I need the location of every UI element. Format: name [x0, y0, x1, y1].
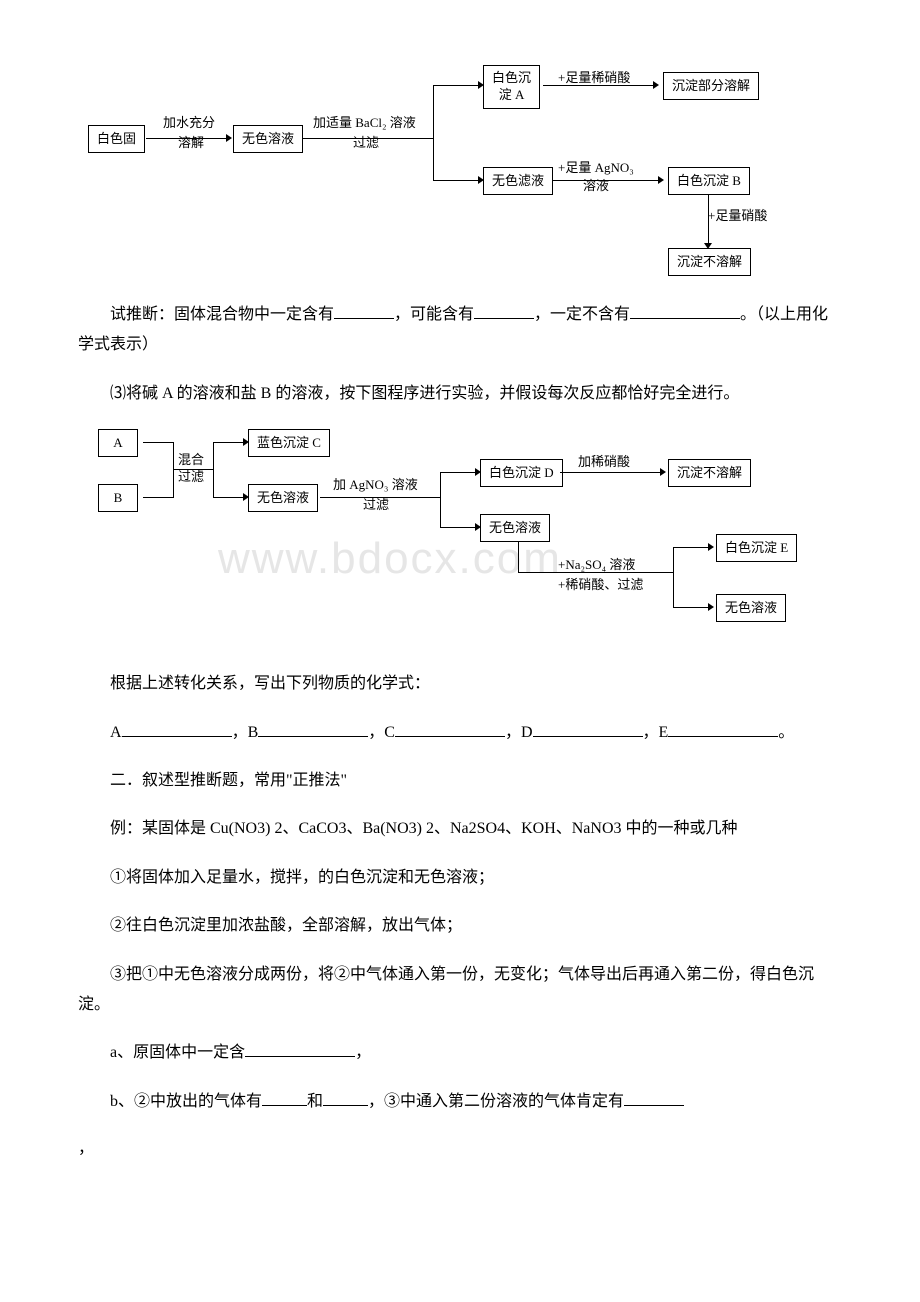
box-blue-c: 蓝色沉淀 C	[248, 429, 330, 457]
box-white-d: 白色沉淀 D	[480, 459, 563, 487]
d2-l8	[518, 542, 519, 572]
q3-b: ，B	[232, 724, 259, 741]
blank-maybe	[474, 301, 534, 319]
q2-p1a: 试推断：固体混合物中一定含有	[110, 306, 334, 323]
q2-p1b: ，可能含有	[394, 306, 474, 323]
label-step2a: 加适量 BaCl₂ 溶液	[313, 115, 416, 132]
box-b: B	[98, 484, 138, 512]
arrow-top	[433, 85, 478, 86]
q3-prompt: 根据上述转化关系，写出下列物质的化学式：	[78, 669, 842, 699]
q3-a: A	[110, 724, 122, 741]
d2-l7	[440, 472, 441, 527]
box-solution: 无色溶液	[233, 125, 303, 153]
d2-l6	[320, 497, 440, 498]
d2-l3	[173, 442, 174, 498]
q2-inference: 试推断：固体混合物中一定含有，可能含有，一定不含有。（以上用化学式表示）	[78, 300, 842, 361]
d2-a7	[673, 607, 708, 608]
box-filtrate: 无色滤液	[483, 167, 553, 195]
section2-step1: ①将固体加入足量水，搅拌，的白色沉淀和无色溶液；	[78, 863, 842, 893]
label-agno3a: 加 AgNO₃ 溶液	[333, 477, 418, 494]
blank-d	[533, 719, 643, 737]
box-not-dissolve: 沉淀不溶解	[668, 459, 751, 487]
q3-f: 。	[778, 724, 794, 741]
d2-a5	[560, 472, 660, 473]
q3-d: ，D	[505, 724, 533, 741]
section2-qb: b、②中放出的气体有 和 ，③中通入第二份溶液的气体肯定有	[78, 1087, 842, 1117]
box-white-e: 白色沉淀 E	[716, 534, 797, 562]
blank-qa	[245, 1040, 355, 1058]
d2-l4	[173, 469, 213, 470]
box-result1: 沉淀部分溶解	[663, 72, 759, 100]
q3-answers: A ，B ，C ，D ，E 。	[78, 718, 842, 748]
d2-a2	[213, 497, 243, 498]
label-mix2: 过滤	[178, 469, 204, 486]
q3-e: ，E	[643, 724, 669, 741]
qb3: ，③中通入第二份溶液的气体肯定有	[368, 1093, 624, 1110]
blank-b	[258, 719, 368, 737]
d2-a4	[440, 527, 475, 528]
blank-qb2	[323, 1088, 368, 1106]
box-precip-a: 白色沉淀 A	[483, 65, 540, 109]
qb1: b、②中放出的气体有	[110, 1093, 262, 1110]
q3-c: ，C	[368, 724, 395, 741]
d2-l1	[143, 442, 173, 443]
arrow-1	[146, 138, 226, 139]
blank-c	[395, 719, 505, 737]
diagram-2: www.bdocx.com A B 混合 过滤 蓝色沉淀 C 无色溶液 加 Ag…	[98, 429, 858, 639]
blank-a	[122, 719, 232, 737]
label-step5: +足量硝酸	[708, 208, 767, 225]
label-filter: +稀硝酸、过滤	[558, 577, 643, 594]
d2-l2	[143, 497, 173, 498]
blank-qb3	[624, 1088, 684, 1106]
diagram-1: 白色固 加水充分 溶解 无色溶液 加适量 BaCl₂ 溶液 过滤 白色沉淀 A …	[88, 60, 848, 270]
arrow-bot	[433, 180, 478, 181]
q3-intro: ⑶将碱 A 的溶液和盐 B 的溶液，按下图程序进行实验，并假设每次反应都恰好完全…	[78, 379, 842, 409]
label-mix1: 混合	[178, 452, 204, 469]
d2-l9	[518, 572, 673, 573]
blank-e	[668, 719, 778, 737]
box-solution-d2: 无色溶液	[248, 484, 318, 512]
line-branch-v	[433, 85, 434, 180]
label-step4a: +足量 AgNO₃	[558, 160, 634, 177]
box-a: A	[98, 429, 138, 457]
blank-contain	[334, 301, 394, 319]
qa-text: a、原固体中一定含	[110, 1044, 245, 1061]
box-result2: 沉淀不溶解	[668, 248, 751, 276]
line-5	[708, 195, 709, 245]
box-precip-b: 白色沉淀 B	[668, 167, 750, 195]
section2-example: 例：某固体是 Cu(NO3) 2、CaCO3、Ba(NO3) 2、Na2SO4、…	[78, 814, 842, 844]
arrow-4	[553, 180, 658, 181]
line-2	[303, 138, 433, 139]
section2-title: 二．叙述型推断题，常用"正推法"	[78, 766, 842, 796]
d2-a6	[673, 547, 708, 548]
qa-text2: ，	[355, 1044, 371, 1061]
d2-l10	[673, 547, 674, 607]
section2-qb-cont: ，	[78, 1135, 842, 1164]
d2-a1	[213, 442, 243, 443]
label-step1a: 加水充分	[163, 115, 215, 132]
label-agno3b: 过滤	[363, 497, 389, 514]
blank-not	[630, 301, 740, 319]
d2-l5	[213, 442, 214, 498]
qb2: 和	[307, 1093, 323, 1110]
box-start: 白色固	[88, 125, 145, 153]
box-solution3: 无色溶液	[716, 594, 786, 622]
arrow-3	[543, 85, 653, 86]
q2-p1c: ，一定不含有	[534, 306, 630, 323]
box-solution2: 无色溶液	[480, 514, 550, 542]
label-hno3: 加稀硝酸	[578, 454, 630, 471]
d2-a3	[440, 472, 475, 473]
section2-step2: ②往白色沉淀里加浓盐酸，全部溶解，放出气体；	[78, 911, 842, 941]
blank-qb1	[262, 1088, 307, 1106]
section2-step3: ③把①中无色溶液分成两份，将②中气体通入第一份，无变化；气体导出后再通入第二份，…	[78, 960, 842, 1021]
section2-qa: a、原固体中一定含 ，	[78, 1038, 842, 1068]
